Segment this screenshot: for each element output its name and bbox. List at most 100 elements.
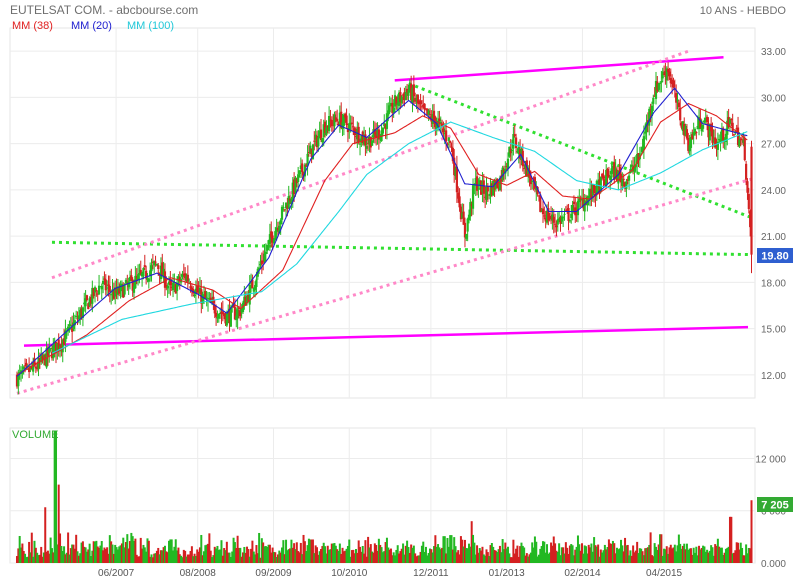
volume-bar [380,547,383,563]
volume-bar [394,555,397,563]
candle-body [185,275,188,281]
candle-body [245,295,249,304]
volume-bar [281,547,284,563]
candle-body [79,310,82,320]
candle-body [406,88,409,93]
volume-bar [279,552,282,563]
volume-bar [259,557,262,563]
candle-body [282,206,285,209]
volume-bar [260,538,263,563]
candle-body [42,354,46,357]
candle-body [69,324,72,326]
volume-bar [363,553,366,563]
candle-body [700,126,703,132]
candle-body [645,122,648,133]
candle-body [153,261,156,266]
volume-bar [201,555,204,563]
candle-body [216,317,219,319]
candle-body [461,212,464,219]
candle-body [132,286,136,293]
candle-body [286,205,289,209]
candle-body [115,287,118,294]
volume-bar [502,549,505,563]
candle-body [264,251,267,255]
volume-bar [228,552,231,563]
volume-bar [44,507,47,563]
candle-body [385,113,389,129]
price-tick-label: 12.00 [761,371,786,382]
candle-body [52,345,55,359]
candle-body [197,290,200,293]
volume-bar [209,550,212,563]
candle-body [114,287,117,297]
candle-body [260,260,263,264]
candle-body [482,180,485,194]
volume-bar [537,554,540,563]
candle-body [560,216,563,222]
candle-body [91,287,94,304]
candle-body [28,367,31,373]
volume-bar [297,551,300,563]
candle-body [630,164,633,167]
volume-bar [30,532,33,563]
candle-body [520,148,523,160]
candle-body [672,80,675,88]
candle-body [541,208,545,215]
candle-body [633,165,636,172]
volume-bar [227,552,230,563]
volume-bar [315,547,318,563]
candle-body [37,358,40,370]
candle-body [383,123,386,127]
volume-bar [738,549,741,563]
candle-body [325,127,328,136]
volume-bar [61,550,64,563]
volume-bar [188,554,191,563]
volume-bar [620,539,623,563]
candle-body [76,318,79,320]
candle-body [145,270,148,279]
candle-body [302,171,305,176]
volume-bar [412,545,415,563]
volume-bar [294,549,297,563]
volume-bar [426,555,429,563]
volume-bar [638,548,641,563]
candle-body [85,295,89,301]
volume-bar [630,555,633,563]
candle-body [358,143,362,145]
moving-averages [16,87,748,377]
volume-bar [328,549,331,563]
volume-bar [239,547,242,563]
volume-bar [411,547,414,563]
volume-bar [696,555,699,563]
volume-bar [263,546,266,563]
volume-bar [547,553,550,563]
volume-bar [477,552,480,563]
candle-body [161,262,164,277]
volume-bar [68,554,71,563]
volume-bar [574,549,577,563]
volume-bar [501,539,504,563]
candle-body [673,89,676,91]
candle-body [664,71,667,77]
candle-body [458,196,461,208]
candle-body [301,163,304,172]
legend-mm38: MM (38) [12,20,53,32]
volume-bar [559,555,562,563]
candle-body [519,149,522,159]
candle-body [485,186,488,200]
candle-body [18,372,21,374]
volume-bar [349,556,352,563]
volume-bar [594,545,597,563]
volume-bar [94,541,97,563]
candle-body [578,198,581,203]
candle-body [384,124,387,130]
candle-body [584,204,588,206]
volume-bar [381,552,384,563]
candle-body [21,371,24,374]
candle-body [445,130,448,142]
volume-bar [367,536,370,563]
volume-bar [691,554,694,563]
volume-bar [389,548,392,563]
candle-body [627,175,631,181]
